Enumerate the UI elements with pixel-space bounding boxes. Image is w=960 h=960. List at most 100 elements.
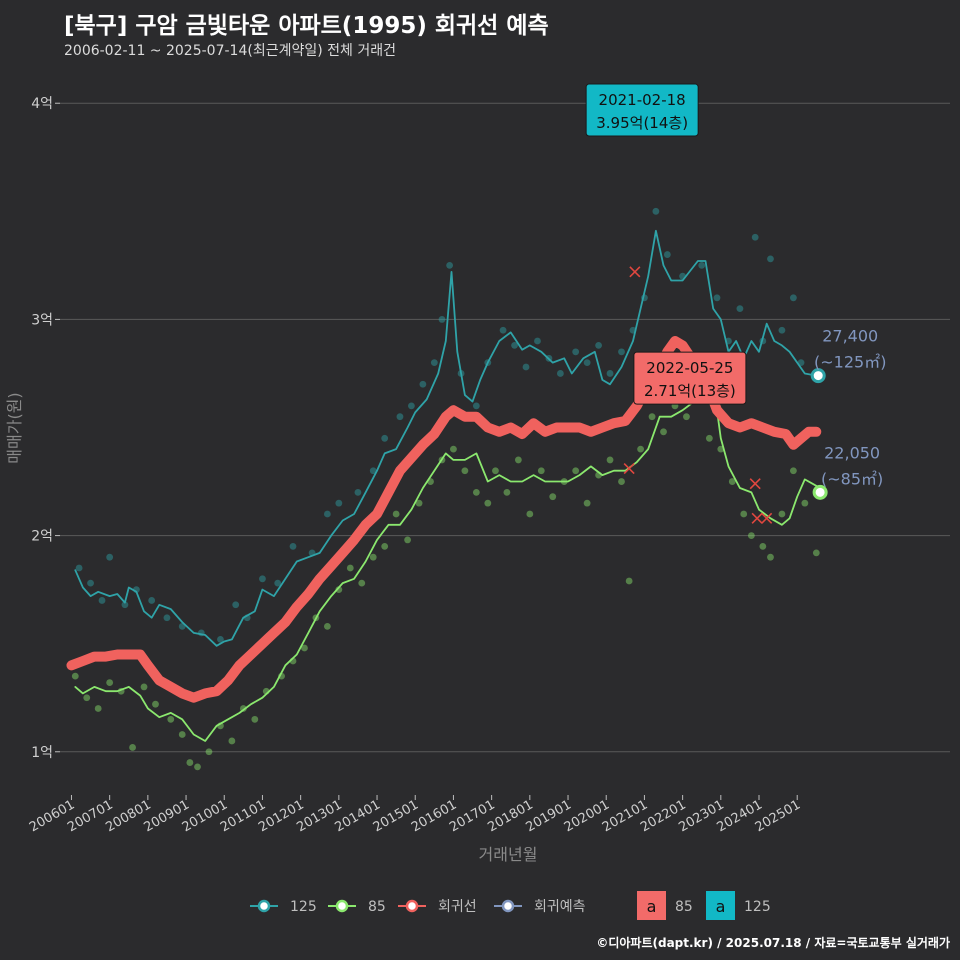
scatter-point-85-66 [812, 549, 820, 557]
y-axis-ticks: 1억 2억 3억 4억 [31, 96, 60, 761]
scatter-points [71, 110, 820, 771]
chart-title: [북구] 구암 금빛타운 아파트(1995) 회귀선 예측 [64, 13, 549, 39]
scatter-point-85-9 [178, 731, 186, 738]
scatter-point-125-55 [778, 326, 786, 334]
scatter-point-125-7 [163, 614, 171, 622]
scatter-point-85-6 [140, 683, 148, 691]
scatter-point-85-47 [606, 456, 614, 464]
cancelled-mark-1 [629, 266, 641, 278]
scatter-point-85-41 [537, 467, 545, 475]
legend-label-0: 125 [290, 899, 317, 915]
scatter-point-85-35 [472, 488, 480, 496]
scatter-point-125-31 [499, 326, 507, 334]
scatter-point-125-46 [663, 251, 671, 258]
x-axis-ticks: 2006012007012008012009012010012011012012… [27, 795, 803, 835]
end-point-85 [812, 484, 828, 500]
scatter-point-85-59 [740, 510, 748, 518]
series-line-0 [74, 229, 818, 647]
scatter-point-125-38 [583, 359, 591, 367]
scatter-point-125-39 [595, 341, 602, 349]
scatter-point-125-52 [751, 233, 759, 241]
scatter-point-85-26 [369, 553, 377, 561]
scatter-point-125-48 [698, 261, 706, 269]
legend-marker-2 [405, 899, 419, 913]
annotations: 2021-02-18 3.95억(14층) 2022-05-25 2.71억(13층) [585, 83, 747, 405]
scatter-point-125-26 [438, 316, 446, 323]
scatter-point-125-6 [148, 597, 156, 604]
scatter-point-125-41 [618, 348, 625, 356]
scatter-point-85-50 [637, 445, 645, 453]
scatter-point-85-12 [205, 748, 213, 756]
scatter-point-125-51 [736, 305, 744, 313]
scatter-point-85-49 [625, 577, 633, 585]
scatter-point-85-42 [549, 493, 557, 501]
scatter-point-85-56 [705, 434, 713, 442]
y-tick-label-3: 4억 [31, 96, 53, 112]
scatter-point-125-19 [354, 488, 362, 496]
legend-box-1 [706, 891, 735, 920]
scatter-point-85-25 [358, 579, 366, 587]
scatter-point-125-23 [408, 402, 415, 410]
scatter-point-85-0 [71, 672, 79, 680]
y-tick-label-1: 2억 [31, 529, 53, 545]
end-sublabel-85: (~85㎡) [821, 469, 883, 488]
scatter-point-125-3 [106, 553, 114, 561]
cancelled-mark-2 [749, 478, 761, 490]
scatter-point-85-61 [759, 542, 767, 550]
end-labels: 27,400 (~125㎡) 22,050 (~85㎡) [810, 327, 886, 500]
annotation-box-1 [633, 351, 747, 405]
legend-marker-1 [335, 899, 349, 913]
legend-box-0 [637, 891, 666, 920]
scatter-point-85-29 [404, 536, 411, 544]
scatter-point-125-11 [232, 601, 240, 609]
end-sublabel-125: (~125㎡) [814, 353, 886, 372]
scatter-point-85-20 [301, 644, 308, 652]
legend: 125 85 회귀선 회귀예측 a 85 a 125 [250, 891, 771, 920]
scatter-point-125-0 [75, 564, 83, 572]
scatter-point-125-10 [217, 635, 224, 643]
scatter-point-125-24 [419, 380, 427, 388]
scatter-point-85-36 [484, 499, 492, 507]
cancelled-marks [623, 266, 773, 524]
legend-box-label-1: 125 [744, 899, 771, 915]
scatter-point-85-51 [648, 413, 656, 421]
scatter-point-125-15 [289, 542, 297, 550]
scatter-point-125-36 [556, 370, 564, 377]
scatter-point-125-25 [430, 359, 438, 367]
end-label-125: 27,400 [822, 327, 878, 346]
scatter-point-125-32 [511, 341, 518, 349]
scatter-point-125-27 [446, 261, 454, 269]
scatter-point-125-45 [652, 207, 660, 215]
cancelled-mark-4 [761, 512, 773, 524]
scatter-point-125-22 [396, 413, 404, 421]
scatter-point-125-33 [522, 363, 530, 371]
series-lines [66, 229, 822, 742]
scatter-point-85-3 [106, 679, 114, 686]
scatter-point-125-18 [335, 499, 343, 507]
cancelled-mark-3 [751, 512, 763, 524]
y-tick-label-2: 3억 [31, 312, 53, 328]
grid [60, 102, 950, 753]
legend-marker-0 [257, 899, 271, 913]
legend-box-label-0: 85 [675, 899, 693, 915]
scatter-point-85-8 [167, 715, 175, 723]
y-axis-label: 매매가(원) [5, 392, 24, 463]
scatter-point-125-54 [767, 255, 774, 263]
scatter-point-125-29 [472, 402, 480, 410]
annotation-value-1: 2.71억(13층) [644, 382, 736, 400]
scatter-point-125-49 [713, 294, 721, 302]
scatter-point-85-23 [335, 586, 343, 594]
scatter-point-125-14 [274, 579, 282, 587]
scatter-point-85-38 [503, 488, 511, 496]
scatter-point-125-13 [259, 575, 266, 583]
scatter-point-85-58 [728, 478, 736, 485]
scatter-point-85-2 [94, 705, 102, 712]
scatter-point-85-52 [660, 428, 667, 436]
scatter-point-85-37 [492, 467, 499, 475]
annotation-value-0: 3.95억(14층) [596, 114, 688, 132]
scatter-point-85-7 [152, 700, 159, 708]
scatter-point-85-48 [618, 478, 625, 485]
end-label-85: 22,050 [824, 443, 880, 462]
scatter-point-85-60 [747, 532, 755, 539]
